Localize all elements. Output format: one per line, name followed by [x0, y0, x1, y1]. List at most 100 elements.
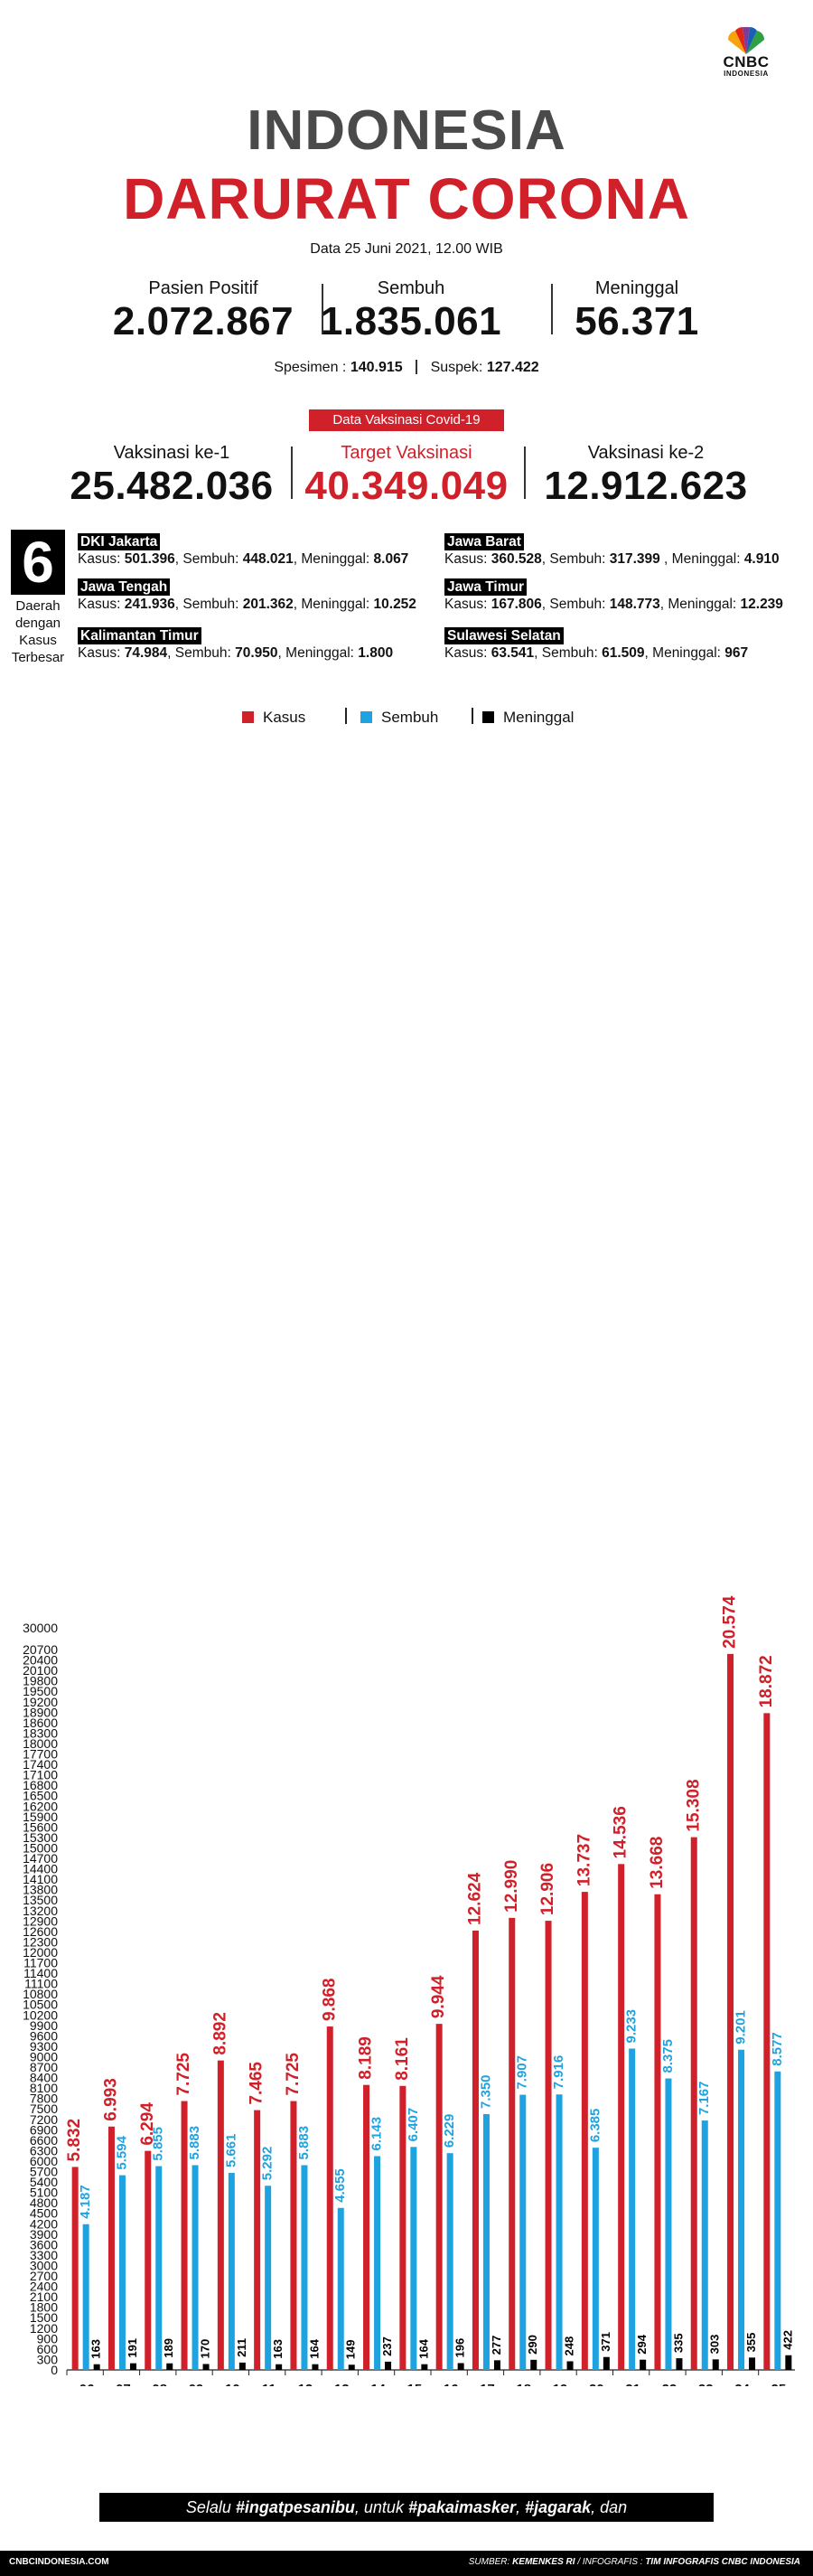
suspek-value: 127.422: [486, 360, 539, 375]
data-label-sembuh: 6.407: [406, 2108, 421, 2142]
kasus-value: 360.528: [491, 551, 542, 567]
data-label-sembuh: 5.855: [151, 2127, 166, 2161]
data-label-kasus: 8.892: [210, 2012, 229, 2055]
x-tick-label: 13: [334, 2382, 350, 2386]
logo-text: CNBC: [723, 53, 770, 71]
y-tick-label: 12000: [23, 1945, 58, 1960]
y-tick-label: 7800: [30, 2092, 58, 2106]
sembuh-label: Sembuh:: [182, 597, 239, 612]
data-label-kasus: 12.990: [502, 1860, 521, 1913]
x-tick-label: 18: [516, 2382, 531, 2386]
data-label-sembuh: 4.655: [332, 2168, 348, 2203]
data-label-meninggal: 149: [344, 2340, 358, 2360]
data-label-kasus: 12.624: [465, 1872, 484, 1925]
bar-meninggal: [749, 2357, 756, 2370]
suspek-label: Suspek:: [430, 360, 483, 375]
bar-sembuh: [446, 2153, 453, 2370]
sembuh-value: 148.773: [609, 597, 660, 612]
meninggal-label: Meninggal:: [652, 645, 721, 661]
bar-kasus: [763, 1713, 771, 2370]
footer-strip: [0, 2551, 813, 2576]
y-tick-label: 14100: [23, 1872, 58, 1886]
bar-meninggal: [676, 2358, 683, 2370]
bar-meninggal: [421, 2364, 428, 2370]
province-jawa-timur: Jawa Timur Kasus: 167.806, Sembuh: 148.7…: [444, 578, 783, 612]
slogan-text: ,: [516, 2498, 526, 2516]
stat-sembuh-value: 1.835.061: [320, 299, 502, 343]
y-tick-label: 20100: [23, 1663, 58, 1678]
region-caption-line: Daerah: [15, 598, 61, 614]
infografis-label: / INFOGRAFIS :: [577, 2557, 643, 2567]
bar-kasus: [618, 1864, 625, 2370]
stat-positif-label: Pasien Positif: [148, 278, 258, 298]
province-name: Kalimantan Timur: [78, 627, 201, 644]
bar-chart: 0300600900120015001800210024002700300033…: [23, 1595, 795, 2386]
cnbc-logo: CNBC INDONESIA: [710, 27, 782, 78]
province-kalimantan-timur: Kalimantan Timur Kasus: 74.984, Sembuh: …: [78, 627, 394, 661]
data-label-meninggal: 248: [562, 2336, 575, 2356]
x-tick-label: 06: [79, 2382, 95, 2386]
data-label-sembuh: 7.167: [696, 2082, 712, 2116]
y-tick-label: 11100: [24, 1977, 58, 1991]
data-label-meninggal: 290: [526, 2335, 539, 2355]
y-tick-label: 5400: [30, 2175, 58, 2189]
bar-kasus: [254, 2110, 261, 2370]
kasus-label: Kasus:: [78, 645, 121, 661]
y-tick-label: 11700: [23, 1956, 58, 1970]
source-value: KEMENKES RI: [512, 2557, 575, 2567]
kasus-label: Kasus:: [444, 645, 488, 661]
meninggal-label: Meninggal:: [301, 551, 370, 567]
data-label-sembuh: 5.594: [114, 2135, 129, 2169]
y-tick-label: 8400: [30, 2071, 58, 2085]
source-label: SUMBER:: [468, 2557, 510, 2567]
region-caption-line: Terbesar: [11, 650, 65, 665]
data-label-meninggal: 191: [126, 2338, 139, 2358]
y-tick-label: 3300: [30, 2248, 58, 2262]
y-tick-label: 19500: [23, 1684, 58, 1698]
y-tick-label: 10500: [23, 1998, 58, 2012]
data-label-sembuh: 5.883: [187, 2126, 202, 2160]
bar-meninggal: [566, 2361, 574, 2370]
legend-sembuh: Sembuh: [360, 709, 438, 727]
province-name: DKI Jakarta: [78, 533, 161, 550]
data-label-sembuh: 6.229: [442, 2114, 457, 2148]
y-tick-label: 3600: [30, 2237, 58, 2252]
y-tick-label: 7200: [30, 2112, 58, 2127]
data-label-meninggal: 189: [162, 2338, 175, 2358]
bar-sembuh: [629, 2048, 636, 2370]
meninggal-value: 967: [724, 645, 749, 661]
meninggal-value: 12.239: [740, 597, 783, 612]
data-label-meninggal: 371: [599, 2332, 612, 2352]
slogan-hashtag: #ingatpesanibu: [235, 2498, 355, 2516]
y-tick-label: 18300: [23, 1725, 58, 1740]
logo-subtext: INDONESIA: [724, 70, 769, 78]
meninggal-value: 1.800: [358, 645, 394, 661]
vaksin-1-value: 25.482.036: [70, 464, 274, 508]
bar-meninggal: [640, 2359, 647, 2370]
bar-sembuh: [118, 2175, 126, 2370]
y-tick-label: 17700: [23, 1747, 58, 1762]
x-tick-label: 17: [480, 2382, 495, 2386]
bar-kasus: [363, 2084, 370, 2370]
y-tick-label: 6600: [30, 2133, 58, 2148]
data-label-meninggal: 170: [198, 2339, 211, 2359]
y-tick-label: 8100: [30, 2081, 58, 2095]
legend-divider: [345, 708, 347, 724]
x-tick-label: 25: [771, 2382, 787, 2386]
x-tick-label: 12: [298, 2382, 313, 2386]
bar-meninggal: [348, 2364, 355, 2370]
divider: [416, 360, 418, 374]
bar-sembuh: [701, 2120, 708, 2370]
region-caption-line: dengan: [14, 616, 61, 631]
divider: [524, 447, 526, 499]
bar-sembuh: [374, 2156, 381, 2370]
bar-sembuh: [519, 2094, 527, 2370]
meninggal-label: Meninggal:: [301, 597, 370, 612]
y-tick-label: 13200: [23, 1904, 58, 1918]
y-tick-label: 19200: [23, 1695, 58, 1709]
data-label-kasus: 7.725: [284, 2053, 303, 2096]
bar-meninggal: [530, 2359, 537, 2370]
data-label-kasus: 5.832: [65, 2119, 84, 2162]
sembuh-label: Sembuh:: [182, 551, 239, 567]
bar-sembuh: [337, 2207, 344, 2370]
